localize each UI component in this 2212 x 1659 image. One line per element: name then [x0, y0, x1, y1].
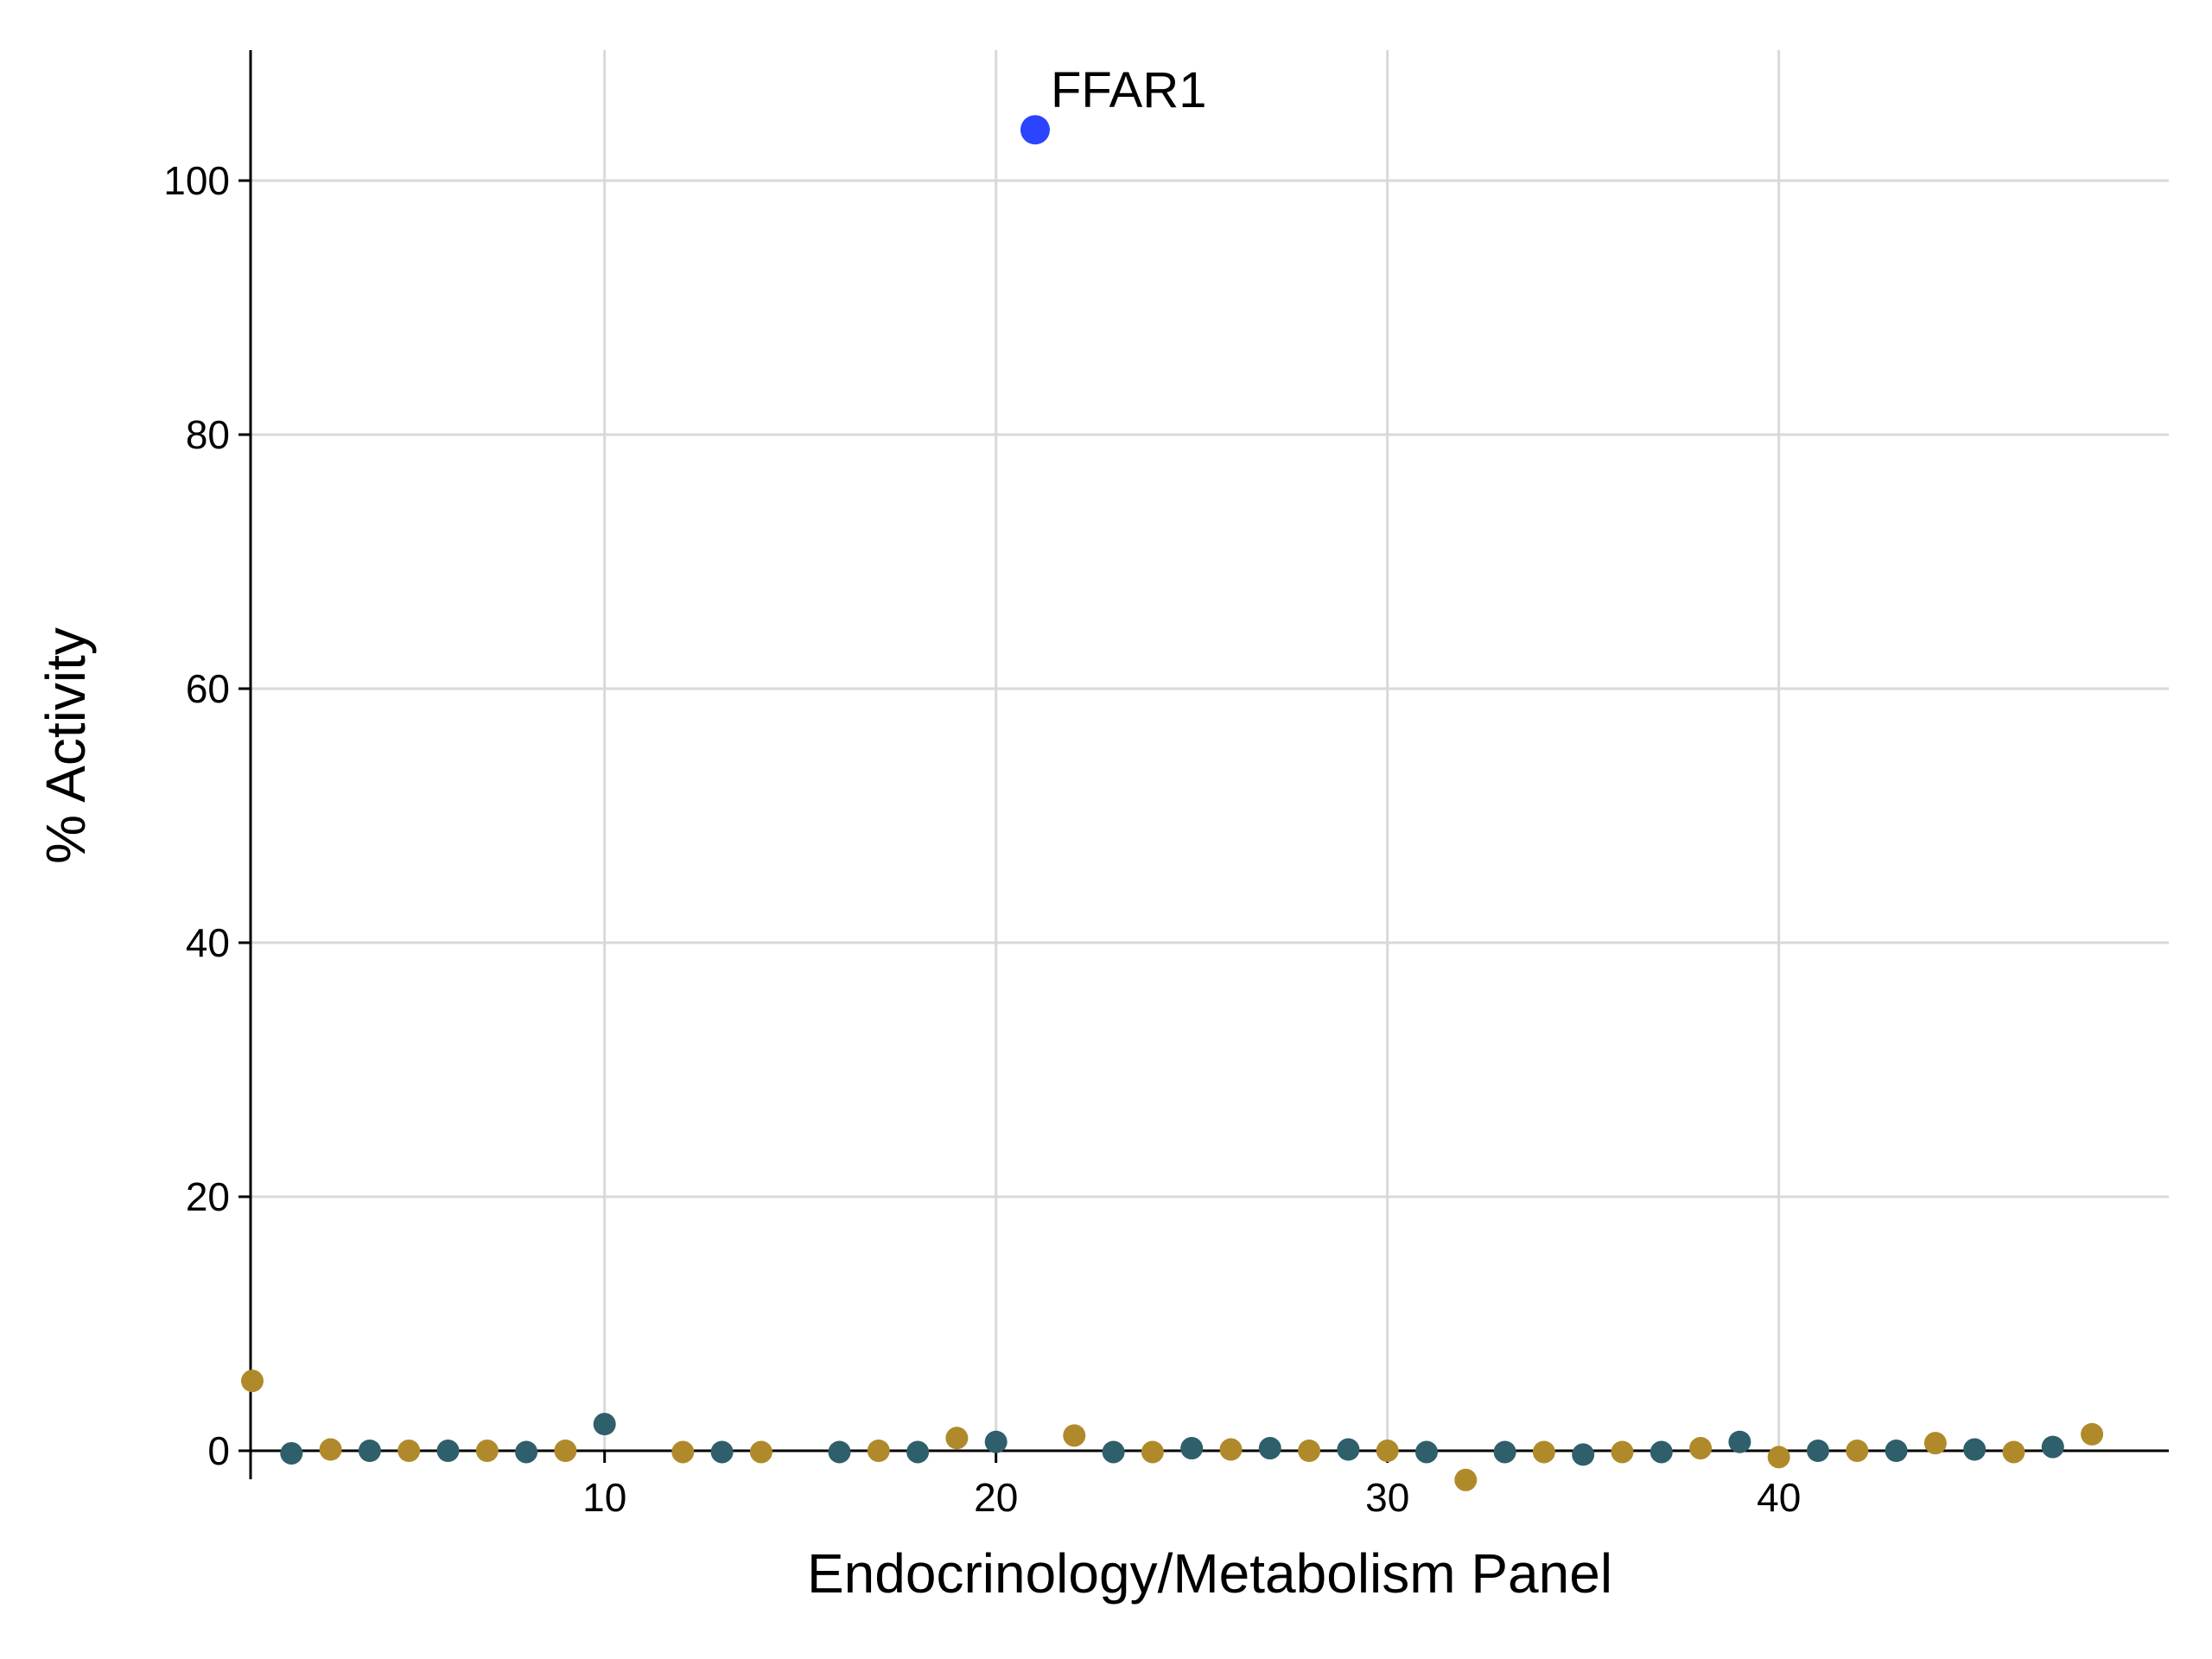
- y-tick-label: 40: [186, 920, 230, 965]
- data-point: [1102, 1440, 1125, 1464]
- data-point: [1454, 1468, 1478, 1491]
- data-point: [1376, 1440, 1399, 1462]
- data-point: [358, 1440, 381, 1462]
- data-point: [1885, 1440, 1908, 1462]
- data-point: [1063, 1424, 1086, 1447]
- y-tick-label: 20: [186, 1174, 230, 1219]
- y-tick-label: 60: [186, 666, 230, 711]
- data-point: [1298, 1440, 1321, 1462]
- data-point: [280, 1441, 303, 1465]
- data-point: [1611, 1440, 1634, 1464]
- data-point: [1923, 1432, 1947, 1455]
- data-point: [1807, 1440, 1829, 1462]
- data-point: [867, 1440, 890, 1462]
- x-axis-title: Endocrinology/Metabolism Panel: [807, 1542, 1612, 1605]
- data-point: [1532, 1440, 1555, 1464]
- highlight-point: [1020, 115, 1050, 145]
- data-point: [319, 1438, 342, 1461]
- data-point: [984, 1430, 1007, 1453]
- data-point: [710, 1440, 734, 1464]
- data-point: [1767, 1446, 1790, 1469]
- grid-layer: [251, 50, 2169, 1452]
- data-point: [515, 1440, 538, 1464]
- data-point: [593, 1413, 616, 1436]
- data-point: [1728, 1430, 1751, 1453]
- data-point: [1180, 1437, 1204, 1460]
- data-point: [749, 1440, 772, 1464]
- data-point: [1493, 1440, 1516, 1464]
- data-point: [2041, 1435, 2064, 1459]
- data-point: [2081, 1422, 2104, 1446]
- data-point: [1141, 1440, 1164, 1464]
- y-tick-label: 100: [163, 158, 230, 203]
- data-point: [1846, 1440, 1869, 1462]
- data-point: [671, 1440, 695, 1464]
- data-point: [397, 1440, 421, 1462]
- data-point: [1649, 1440, 1673, 1464]
- data-point: [475, 1440, 499, 1462]
- data-point: [1572, 1443, 1595, 1466]
- point-annotation: FFAR1: [1051, 62, 1207, 118]
- data-point: [1219, 1438, 1243, 1461]
- data-point: [906, 1440, 930, 1464]
- axis-layer: 0 20 40 60 80 100 10 20 30 40: [163, 50, 2169, 1520]
- y-tick-label: 80: [186, 412, 230, 457]
- data-point: [554, 1440, 577, 1462]
- data-point: [2002, 1440, 2025, 1464]
- x-tick-label: 20: [974, 1475, 1018, 1520]
- x-tick-label: 10: [582, 1475, 626, 1520]
- points-layer: [241, 115, 2104, 1491]
- data-point: [241, 1370, 264, 1393]
- y-axis-title: % Activity: [35, 627, 97, 864]
- annotation-layer: FFAR1: [1051, 62, 1207, 118]
- data-point: [1963, 1438, 1986, 1461]
- data-point: [1415, 1440, 1438, 1464]
- x-tick-label: 30: [1365, 1475, 1409, 1520]
- x-tick-label: 40: [1757, 1475, 1801, 1520]
- data-point: [1337, 1438, 1360, 1461]
- data-point: [945, 1427, 969, 1450]
- data-point: [828, 1440, 851, 1464]
- data-point: [436, 1440, 460, 1462]
- data-point: [1689, 1437, 1713, 1460]
- y-tick-label: 0: [207, 1428, 230, 1473]
- data-point: [1258, 1437, 1281, 1460]
